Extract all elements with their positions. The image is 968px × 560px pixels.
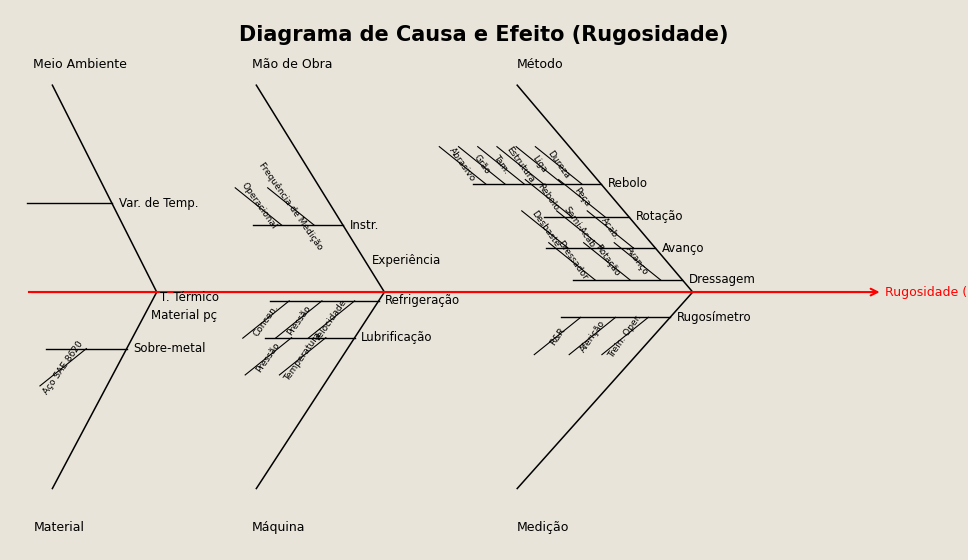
Text: Avanço: Avanço (624, 245, 650, 277)
Text: Semi-Acab.: Semi-Acab. (561, 206, 598, 252)
Text: Experiência: Experiência (372, 254, 440, 267)
Text: Temperatura: Temperatura (283, 331, 322, 383)
Text: Dressagem: Dressagem (689, 273, 756, 287)
Text: Aferição: Aferição (578, 319, 607, 354)
Text: Desbaste: Desbaste (529, 209, 560, 249)
Text: Rebolo: Rebolo (536, 182, 561, 213)
Text: Lubrificação: Lubrificação (361, 331, 433, 344)
Text: Var. de Temp.: Var. de Temp. (118, 197, 198, 209)
Text: Rotação: Rotação (592, 243, 621, 278)
Text: Acab.: Acab. (599, 216, 621, 241)
Text: Método: Método (517, 58, 563, 72)
Text: Rebolo: Rebolo (608, 178, 648, 190)
Text: Sobre-metal: Sobre-metal (134, 342, 206, 355)
Text: Grão: Grão (471, 153, 492, 176)
Text: Frequência de Medição: Frequência de Medição (257, 160, 324, 251)
Text: Material pç: Material pç (151, 309, 217, 322)
Text: Dressador: Dressador (556, 239, 589, 282)
Text: Rugosímetro: Rugosímetro (677, 311, 751, 324)
Text: Pressão: Pressão (255, 340, 282, 374)
Text: Trein. Oper.: Trein. Oper. (607, 313, 644, 360)
Text: Avanço: Avanço (662, 242, 705, 255)
Text: Instr.: Instr. (349, 218, 378, 232)
Text: Refrigeração: Refrigeração (385, 295, 461, 307)
Text: Estrutura: Estrutura (504, 145, 536, 184)
Text: Medição: Medição (517, 521, 569, 534)
Text: Aço SAE 8620: Aço SAE 8620 (42, 340, 85, 396)
Text: Meio Ambiente: Meio Ambiente (33, 58, 127, 72)
Text: Operacional: Operacional (239, 181, 278, 231)
Text: R&R: R&R (548, 326, 567, 347)
Text: Rugosidade (Ra): Rugosidade (Ra) (886, 286, 968, 298)
Text: T. Térmico: T. Térmico (161, 291, 220, 304)
Text: Peça: Peça (572, 186, 591, 209)
Text: Rotação: Rotação (636, 211, 683, 223)
Text: Tam.: Tam. (491, 153, 511, 176)
Text: Dureza: Dureza (546, 149, 571, 180)
Text: Material: Material (33, 521, 84, 534)
Text: Máquina: Máquina (252, 521, 305, 534)
Text: Concen.: Concen. (252, 302, 280, 338)
Text: Diagrama de Causa e Efeito (Rugosidade): Diagrama de Causa e Efeito (Rugosidade) (239, 25, 729, 45)
Text: Pressão: Pressão (286, 304, 313, 337)
Text: Liga: Liga (530, 154, 549, 175)
Text: Abrasivo: Abrasivo (447, 146, 477, 183)
Text: Velocidade: Velocidade (314, 297, 349, 343)
Text: Mão de Obra: Mão de Obra (252, 58, 332, 72)
